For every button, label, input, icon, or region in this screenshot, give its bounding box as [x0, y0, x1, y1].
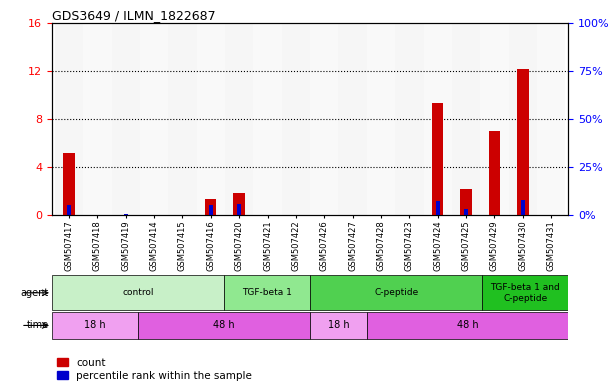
Bar	[423, 23, 452, 215]
FancyBboxPatch shape	[310, 312, 367, 339]
Bar	[452, 23, 480, 215]
Text: C-peptide: C-peptide	[374, 288, 419, 297]
Text: 18 h: 18 h	[84, 320, 106, 331]
Bar	[436, 201, 440, 215]
Bar	[282, 23, 310, 215]
Bar	[197, 23, 225, 215]
Text: 18 h: 18 h	[328, 320, 349, 331]
Text: TGF-beta 1: TGF-beta 1	[242, 288, 292, 297]
Bar	[254, 23, 282, 215]
Bar	[209, 205, 213, 215]
Bar	[395, 23, 423, 215]
FancyBboxPatch shape	[52, 312, 138, 339]
Bar	[432, 103, 444, 215]
FancyBboxPatch shape	[310, 275, 482, 310]
Text: agent: agent	[21, 288, 49, 298]
FancyBboxPatch shape	[138, 312, 310, 339]
Legend: count, percentile rank within the sample: count, percentile rank within the sample	[57, 358, 252, 381]
Text: 48 h: 48 h	[213, 320, 235, 331]
Bar	[55, 23, 83, 215]
Bar	[489, 131, 500, 215]
Bar	[480, 23, 509, 215]
Bar	[338, 23, 367, 215]
Bar	[225, 23, 254, 215]
Bar	[112, 23, 140, 215]
FancyBboxPatch shape	[52, 275, 224, 310]
FancyBboxPatch shape	[224, 275, 310, 310]
Bar	[509, 23, 537, 215]
Bar	[521, 200, 525, 215]
Bar	[83, 23, 112, 215]
Text: control: control	[122, 288, 154, 297]
Bar	[233, 194, 245, 215]
Bar	[537, 23, 565, 215]
Bar	[310, 23, 338, 215]
FancyBboxPatch shape	[367, 312, 568, 339]
Bar	[140, 23, 168, 215]
Text: time: time	[27, 320, 49, 331]
FancyBboxPatch shape	[482, 275, 568, 310]
Bar	[367, 23, 395, 215]
Bar	[461, 189, 472, 215]
Bar	[205, 199, 216, 215]
Bar	[168, 23, 197, 215]
Bar	[237, 204, 241, 215]
Bar	[464, 209, 468, 215]
Text: TGF-beta 1 and
C-peptide: TGF-beta 1 and C-peptide	[491, 283, 560, 303]
Text: GDS3649 / ILMN_1822687: GDS3649 / ILMN_1822687	[52, 9, 216, 22]
Bar	[64, 153, 75, 215]
Bar	[67, 205, 71, 215]
Text: 48 h: 48 h	[457, 320, 478, 331]
Bar	[517, 69, 529, 215]
